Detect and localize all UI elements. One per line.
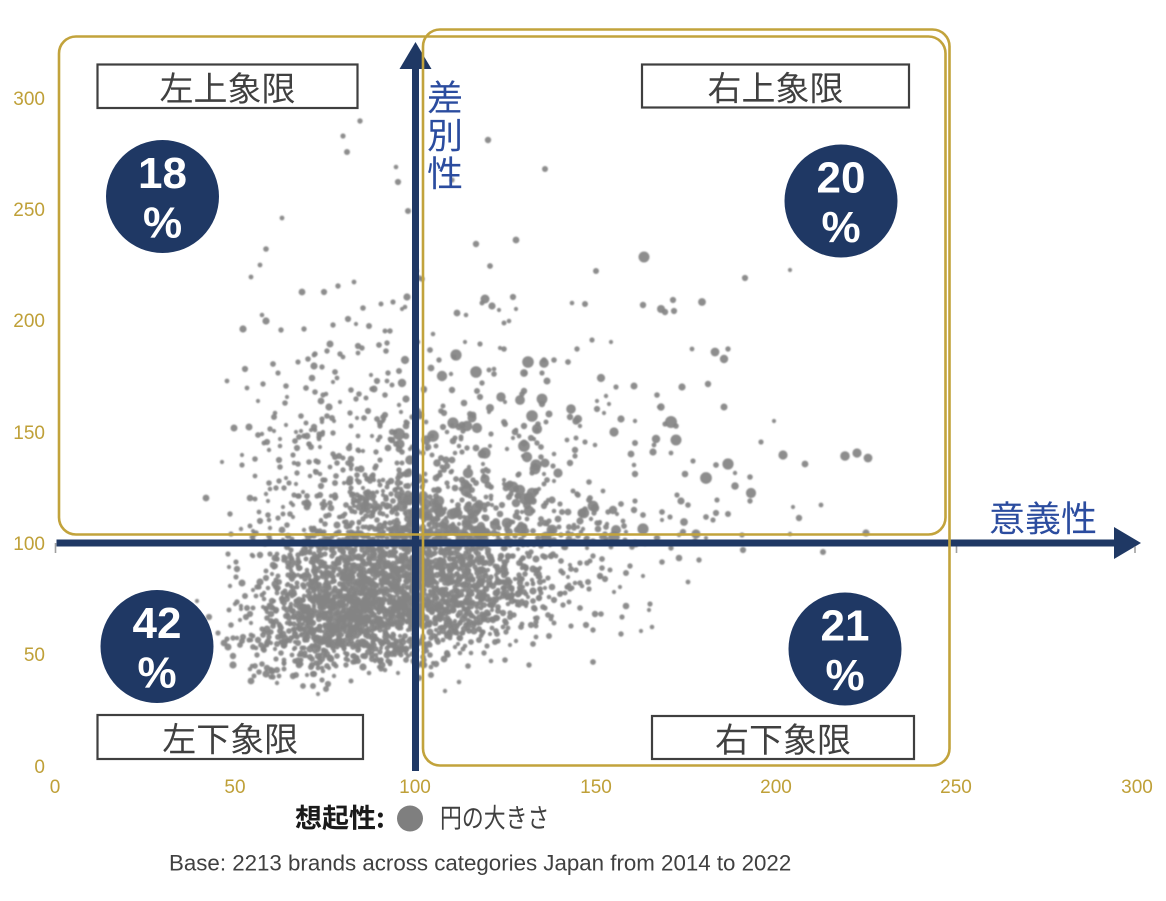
svg-text:250: 250 bbox=[940, 777, 972, 798]
svg-text:50: 50 bbox=[224, 777, 245, 798]
svg-text:%: % bbox=[143, 199, 182, 248]
svg-text:150: 150 bbox=[13, 423, 45, 444]
svg-text:21: 21 bbox=[821, 602, 870, 651]
svg-text:20: 20 bbox=[817, 154, 866, 203]
svg-text:%: % bbox=[825, 651, 864, 700]
svg-text:100: 100 bbox=[13, 534, 45, 555]
svg-text:0: 0 bbox=[50, 777, 61, 798]
svg-text:50: 50 bbox=[24, 645, 45, 666]
svg-text:0: 0 bbox=[34, 757, 45, 778]
svg-text:100: 100 bbox=[399, 777, 431, 798]
svg-text:300: 300 bbox=[13, 89, 45, 110]
svg-text:42: 42 bbox=[133, 599, 182, 648]
svg-text:%: % bbox=[137, 649, 176, 698]
svg-text:150: 150 bbox=[580, 777, 612, 798]
svg-text:300: 300 bbox=[1121, 777, 1153, 798]
svg-text:250: 250 bbox=[13, 200, 45, 221]
svg-text:%: % bbox=[821, 203, 860, 252]
svg-text:200: 200 bbox=[13, 311, 45, 332]
svg-text:200: 200 bbox=[760, 777, 792, 798]
svg-text:18: 18 bbox=[138, 149, 187, 198]
svg-text:Base: 2213 brands across categ: Base: 2213 brands across categories Japa… bbox=[169, 851, 791, 876]
